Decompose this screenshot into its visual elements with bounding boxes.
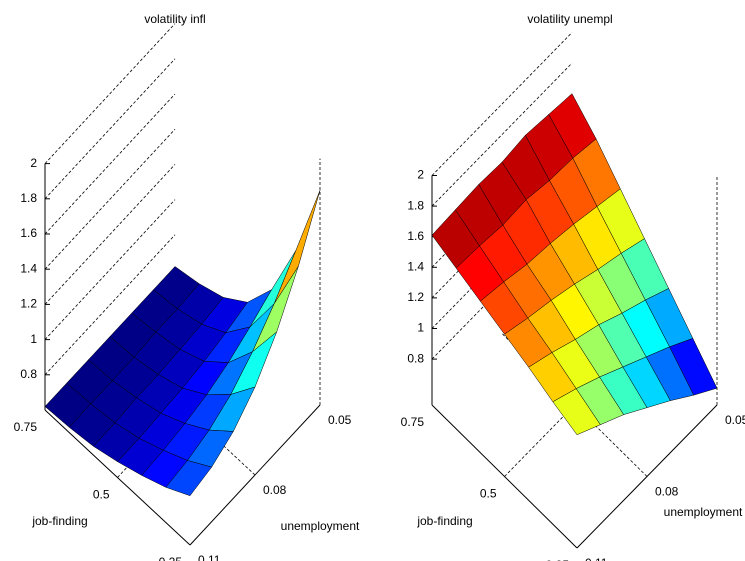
z-tick-label: 1 <box>417 321 424 335</box>
z-grid-line <box>44 199 176 340</box>
z-grid-line <box>44 128 176 270</box>
x-tick-label: 0.11 <box>585 556 608 561</box>
z-grid-line <box>431 62 573 207</box>
z-tick-label: 1.2 <box>407 290 424 304</box>
z-tick-label: 1.4 <box>407 259 424 273</box>
z-grid-line <box>44 93 176 235</box>
z-axis-label: volatility infl <box>144 12 205 26</box>
y-axis-label: job-finding <box>416 514 472 528</box>
y-tick-label: 0.75 <box>401 415 425 429</box>
x-tick-label: 0.11 <box>198 553 221 561</box>
z-grid-line <box>44 234 176 376</box>
z-tick-label: 1.4 <box>20 261 37 275</box>
z-tick-label: 0.8 <box>20 367 37 381</box>
y-tick-label: 0.25 <box>546 558 570 561</box>
z-tick-label: 1 <box>30 332 37 346</box>
y-tick-label: 0.5 <box>480 487 497 501</box>
z-tick-label: 2 <box>417 168 424 182</box>
x-tick-label: 0.05 <box>725 413 745 427</box>
y-tick-label: 0.75 <box>14 420 38 434</box>
x-tick-label: 0.05 <box>328 413 352 427</box>
z-grid-line <box>44 58 176 200</box>
z-tick-label: 1.6 <box>20 226 37 240</box>
z-grid-line <box>44 23 176 164</box>
x-axis-label: unemployment <box>281 519 360 533</box>
y-axis-label: job-finding <box>31 514 87 528</box>
surface-cell <box>552 388 601 436</box>
z-axis-label: volatility unempl <box>527 12 612 26</box>
z-grid-line <box>431 32 573 176</box>
x-tick-label: 0.08 <box>263 483 287 497</box>
surface-cell <box>165 460 213 497</box>
z-tick-label: 1.6 <box>407 229 424 243</box>
z-tick-label: 1.8 <box>20 191 37 205</box>
surface-cell <box>273 190 321 304</box>
x-tick-label: 0.08 <box>655 485 679 499</box>
y-tick-label: 0.5 <box>93 488 110 502</box>
z-tick-label: 1.2 <box>20 297 37 311</box>
z-tick-label: 0.8 <box>407 351 424 365</box>
z-grid-line <box>44 164 176 305</box>
x-axis-label: unemployment <box>664 505 743 519</box>
z-tick-label: 2 <box>30 156 37 170</box>
y-tick-label: 0.25 <box>159 555 183 561</box>
z-tick-label: 1.8 <box>407 198 424 212</box>
